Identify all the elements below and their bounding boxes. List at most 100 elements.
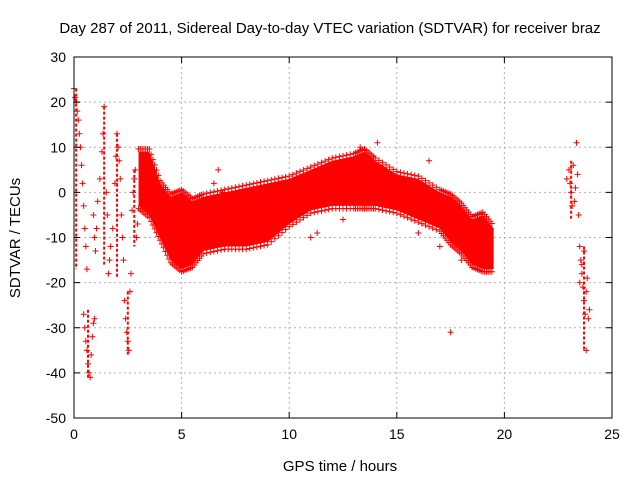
band-edge-marker [148, 218, 155, 225]
band-edge-marker [325, 206, 332, 213]
data-point [112, 153, 119, 160]
band-edge-marker [426, 179, 433, 186]
data-point [109, 225, 116, 232]
grid-lines [74, 57, 612, 418]
data-point [79, 180, 86, 187]
band-edge-marker [372, 205, 379, 212]
band-edge-marker [383, 161, 390, 168]
band-edge-marker [268, 176, 275, 183]
data-point [128, 270, 135, 277]
band-edge-marker [379, 159, 386, 166]
y-tick-label: -50 [46, 410, 66, 426]
data-point [563, 175, 570, 182]
x-tick-label: 20 [497, 426, 513, 442]
data-point [104, 211, 111, 218]
data-point [118, 211, 125, 218]
band-edge-marker [400, 213, 407, 220]
band-edge-marker [426, 223, 433, 230]
band-edge-marker [155, 233, 162, 240]
band-edge-marker [393, 210, 400, 217]
y-axis-label: SDTVAR / TECUs [7, 178, 24, 298]
band-edge-marker [264, 241, 271, 248]
band-edge-marker [160, 244, 167, 251]
band-edge-marker [268, 238, 275, 245]
band-edge-marker [289, 171, 296, 178]
data-point [92, 248, 99, 255]
band-edge-marker [200, 191, 207, 198]
band-edge-marker [329, 155, 336, 162]
band-edge-marker [228, 185, 235, 192]
y-tick-label: 30 [50, 49, 66, 65]
data-point [571, 198, 578, 205]
data-point [577, 257, 584, 264]
band-edge-marker [383, 207, 390, 214]
data-point [80, 311, 87, 318]
data-density-band [135, 146, 495, 275]
band-edge-marker [322, 207, 329, 214]
band-edge-marker [296, 216, 303, 223]
data-point [426, 157, 433, 164]
band-edge-marker [311, 162, 318, 169]
band-edge-marker [422, 177, 429, 184]
band-edge-marker [433, 184, 440, 191]
band-edge-marker [314, 161, 321, 168]
band-edge-marker [386, 208, 393, 215]
data-point [458, 257, 465, 264]
band-edge-marker [429, 225, 436, 232]
y-tick-label: 0 [58, 184, 66, 200]
band-edge-marker [311, 209, 318, 216]
chart-title: Day 287 of 2011, Sidereal Day-to-day VTE… [59, 20, 600, 37]
band-edge-marker [397, 211, 404, 218]
band-edge-marker [307, 164, 314, 171]
band-edge-marker [304, 212, 311, 219]
band-edge-marker [293, 219, 300, 226]
data-point [121, 297, 128, 304]
data-point [586, 306, 593, 313]
data-point [576, 279, 583, 286]
band-edge-marker [415, 173, 422, 180]
band-edge-marker [372, 155, 379, 162]
band-edge-marker [243, 182, 250, 189]
data-point [436, 243, 443, 250]
band-edge-marker [155, 172, 162, 179]
data-point [210, 180, 217, 187]
band-edge-marker [149, 156, 156, 163]
band-edge-marker [246, 245, 253, 252]
data-point [93, 225, 100, 232]
y-tick-label: -10 [46, 230, 66, 246]
data-point [374, 139, 381, 146]
data-point [72, 94, 79, 101]
data-point [130, 189, 137, 196]
band-edge-marker [322, 158, 329, 165]
band-edge-marker [343, 152, 350, 159]
band-edge-marker [275, 232, 282, 239]
band-edge-marker [375, 157, 382, 164]
data-point [576, 243, 583, 250]
data-point [447, 329, 454, 336]
data-point [83, 347, 90, 354]
band-edge-marker [214, 188, 221, 195]
x-tick-label: 25 [604, 426, 620, 442]
band-edge-marker [232, 184, 239, 191]
data-point [119, 234, 126, 241]
data-point [572, 184, 579, 191]
band-edge-marker [418, 220, 425, 227]
data-point [91, 234, 98, 241]
band-edge-marker [158, 240, 165, 247]
band-edge-marker [203, 249, 210, 256]
band-edge-marker [433, 226, 440, 233]
data-point [585, 315, 592, 322]
y-tick-label: 10 [50, 139, 66, 155]
band-edge-marker [246, 181, 253, 188]
band-edge-marker [151, 225, 158, 232]
data-point [90, 320, 97, 327]
band-edge-marker [293, 170, 300, 177]
band-edge-marker [239, 182, 246, 189]
band-edge-marker [243, 246, 250, 253]
band-edge-marker [250, 244, 257, 251]
band-edge-marker [253, 243, 260, 250]
band-edge-marker [415, 219, 422, 226]
band-edge-marker [146, 146, 153, 153]
band-edge-marker [261, 178, 268, 185]
